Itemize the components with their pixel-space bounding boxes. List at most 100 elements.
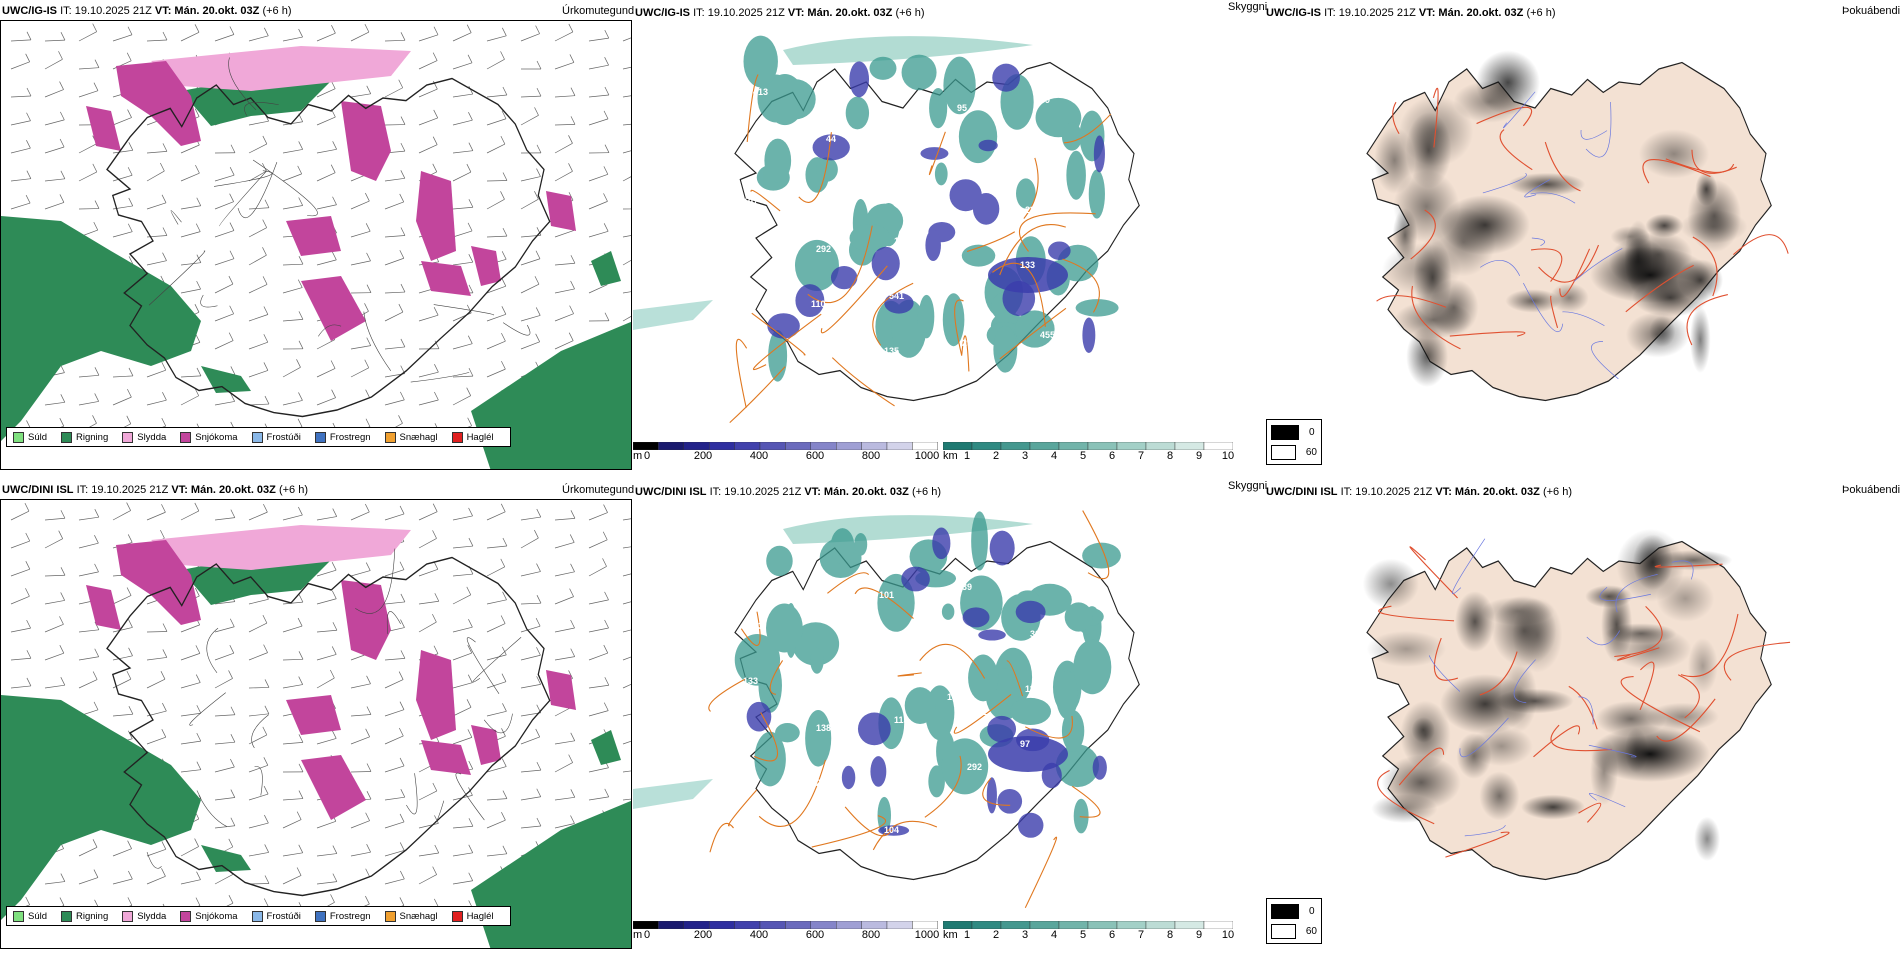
visibility-value-label: 124	[821, 189, 836, 199]
visibility-value-label: 44	[826, 134, 836, 144]
fog-legend-item: 60	[1271, 924, 1317, 939]
visibility-value-label: 215	[947, 213, 962, 223]
legend-label: Frostregn	[330, 911, 371, 922]
height-tick: 800	[862, 929, 880, 941]
init-time: IT: 19.10.2025 21Z	[60, 5, 152, 17]
visibility-tick: 2	[993, 929, 999, 941]
legend-item: Snjókoma	[180, 911, 237, 922]
visibility-value-label: 101	[879, 590, 894, 600]
valid-time: VT: Mán. 20.okt. 03Z	[1435, 486, 1540, 498]
height-tick: 0	[644, 450, 650, 462]
visibility-value-label: 216	[728, 551, 743, 561]
height-unit: m	[633, 929, 642, 941]
variable-name: Úrkomutegund	[562, 484, 634, 496]
forecast-row-1: UWC/IG-IS IT: 19.10.2025 21Z VT: Mán. 20…	[0, 5, 1900, 480]
legend-item: Frostregn	[315, 432, 371, 443]
legend-swatch	[315, 432, 326, 443]
model-name: UWC/IG-IS	[1266, 7, 1321, 19]
fog-legend-label: 0	[1309, 906, 1315, 917]
legend-swatch	[452, 432, 463, 443]
visibility-value-label: 120	[811, 778, 826, 788]
legend-label: Rigning	[76, 432, 108, 443]
visibility-value-label: 108	[806, 833, 821, 843]
height-tick: 1000	[915, 450, 939, 462]
visibility-value-label: 292	[816, 244, 831, 254]
lead-time: (+6 h)	[262, 5, 291, 17]
visibility-value-label: 79	[899, 181, 909, 191]
visibility-value-label: 179	[801, 119, 816, 129]
visibility-value-label: 135	[884, 346, 899, 356]
legend-item: Haglél	[452, 432, 494, 443]
lead-time: (+6 h)	[1526, 7, 1555, 19]
visibility-tick: 9	[1196, 929, 1202, 941]
valid-time: VT: Mán. 20.okt. 03Z	[804, 486, 909, 498]
visibility-value-label: 152	[821, 668, 836, 678]
legend-label: Slydda	[137, 432, 166, 443]
legend-label: Snæhagl	[400, 432, 438, 443]
visibility-value-label: 197	[899, 660, 914, 670]
visibility-value-label: 139	[957, 582, 972, 592]
legend-item: Frostregn	[315, 911, 371, 922]
visibility-value-label: 136	[733, 307, 748, 317]
visibility-unit: km	[943, 929, 958, 941]
visibility-value-label: 303	[748, 621, 763, 631]
visibility-value-label: 116	[1025, 684, 1040, 694]
legend-label: Frostúði	[267, 432, 301, 443]
visibility-value-label: 330	[952, 637, 967, 647]
visibility-tick: 2	[993, 450, 999, 462]
fog-legend-label: 60	[1306, 447, 1317, 458]
legend-label: Snæhagl	[400, 911, 438, 922]
fog-index-legend: 0 60	[1266, 419, 1322, 465]
legend-item: Slydda	[122, 432, 166, 443]
visibility-value-label: 541	[889, 291, 904, 301]
valid-time: VT: Mán. 20.okt. 03Z	[788, 7, 893, 19]
visibility-value-label: 471	[801, 598, 816, 608]
legend-swatch	[315, 911, 326, 922]
visibility-value-label: 110	[811, 299, 826, 309]
height-tick: 800	[862, 450, 880, 462]
visibility-value-label: 109	[1035, 95, 1050, 105]
fog-index-legend: 0 60	[1266, 898, 1322, 944]
visibility-tick: 4	[1051, 929, 1057, 941]
legend-swatch	[122, 911, 133, 922]
visibility-tick: 3	[1022, 929, 1028, 941]
height-tick: 200	[694, 450, 712, 462]
visibility-value-label: 104	[884, 825, 899, 835]
height-tick: 200	[694, 929, 712, 941]
visibility-value-label: 133	[743, 676, 758, 686]
visibility-value-label: 188	[753, 566, 768, 576]
visibility-value-label: 289	[748, 142, 763, 152]
fog-legend-item: 0	[1271, 425, 1317, 440]
legend-swatch	[385, 911, 396, 922]
visibility-value-label: 413	[753, 87, 768, 97]
legend-label: Haglél	[467, 432, 494, 443]
height-tick: 600	[806, 929, 824, 941]
legend-item: Snæhagl	[385, 911, 438, 922]
init-time: IT: 19.10.2025 21Z	[693, 7, 785, 19]
legend-label: Slydda	[137, 911, 166, 922]
height-unit: m	[633, 450, 642, 462]
visibility-tick: 3	[1022, 450, 1028, 462]
visibility-value-label: 113	[806, 354, 821, 364]
legend-item: Súld	[13, 911, 47, 922]
fog-index-panel	[1265, 20, 1885, 440]
visibility-tick: 6	[1109, 929, 1115, 941]
visibility-value-label: 136	[874, 166, 889, 176]
visibility-tick: 9	[1196, 450, 1202, 462]
visibility-tick: 1	[964, 450, 970, 462]
visibility-tick: 7	[1138, 929, 1144, 941]
legend-item: Rigning	[61, 432, 108, 443]
fog-index-panel	[1265, 499, 1885, 919]
panel-title: UWC/DINI ISL IT: 19.10.2025 21Z VT: Mán.…	[2, 484, 308, 496]
legend-swatch	[61, 911, 72, 922]
visibility-tick: 4	[1051, 450, 1057, 462]
legend-swatch	[180, 432, 191, 443]
visibility-tick: 8	[1167, 929, 1173, 941]
height-tick: 400	[750, 450, 768, 462]
model-name: UWC/IG-IS	[2, 5, 57, 17]
legend-swatch	[252, 911, 263, 922]
